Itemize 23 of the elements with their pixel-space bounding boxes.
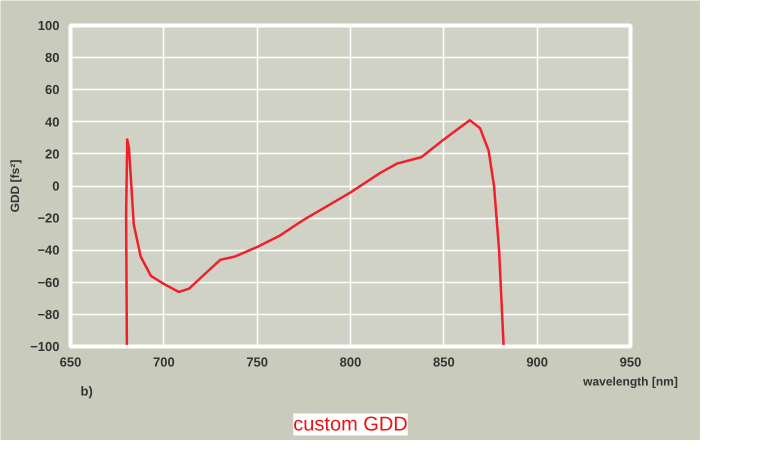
text: b)	[80, 384, 93, 398]
y-tick-label: 40	[45, 114, 60, 130]
x-tick-label: 850	[432, 354, 455, 370]
x-tick-label: 750	[246, 354, 268, 370]
x-axis-title: wavelength [nm]	[582, 374, 678, 388]
y-tick-label: −60	[37, 274, 60, 290]
x-tick-label: 950	[620, 354, 642, 370]
line-series	[124, 118, 505, 346]
x-tick-label: 700	[152, 354, 175, 370]
x-tick-label: 900	[526, 354, 548, 370]
y-tick-label: −100	[30, 339, 60, 354]
x-tick-label: 650	[60, 354, 82, 370]
x-tick-label: 800	[340, 354, 362, 370]
y-tick-label: 20	[45, 146, 60, 162]
y-tick-label: 60	[45, 82, 60, 98]
y-tick-label: 0	[52, 178, 60, 194]
y-tick-label: −40	[37, 242, 60, 258]
y-tick-label: −20	[37, 210, 60, 226]
y-axis-title: GDD [fs²]	[8, 160, 22, 212]
text: custom GDD	[293, 414, 408, 436]
y-tick-label: −80	[37, 306, 60, 322]
y-tick-label: 80	[45, 50, 60, 66]
y-tick-label: 100	[38, 18, 60, 33]
